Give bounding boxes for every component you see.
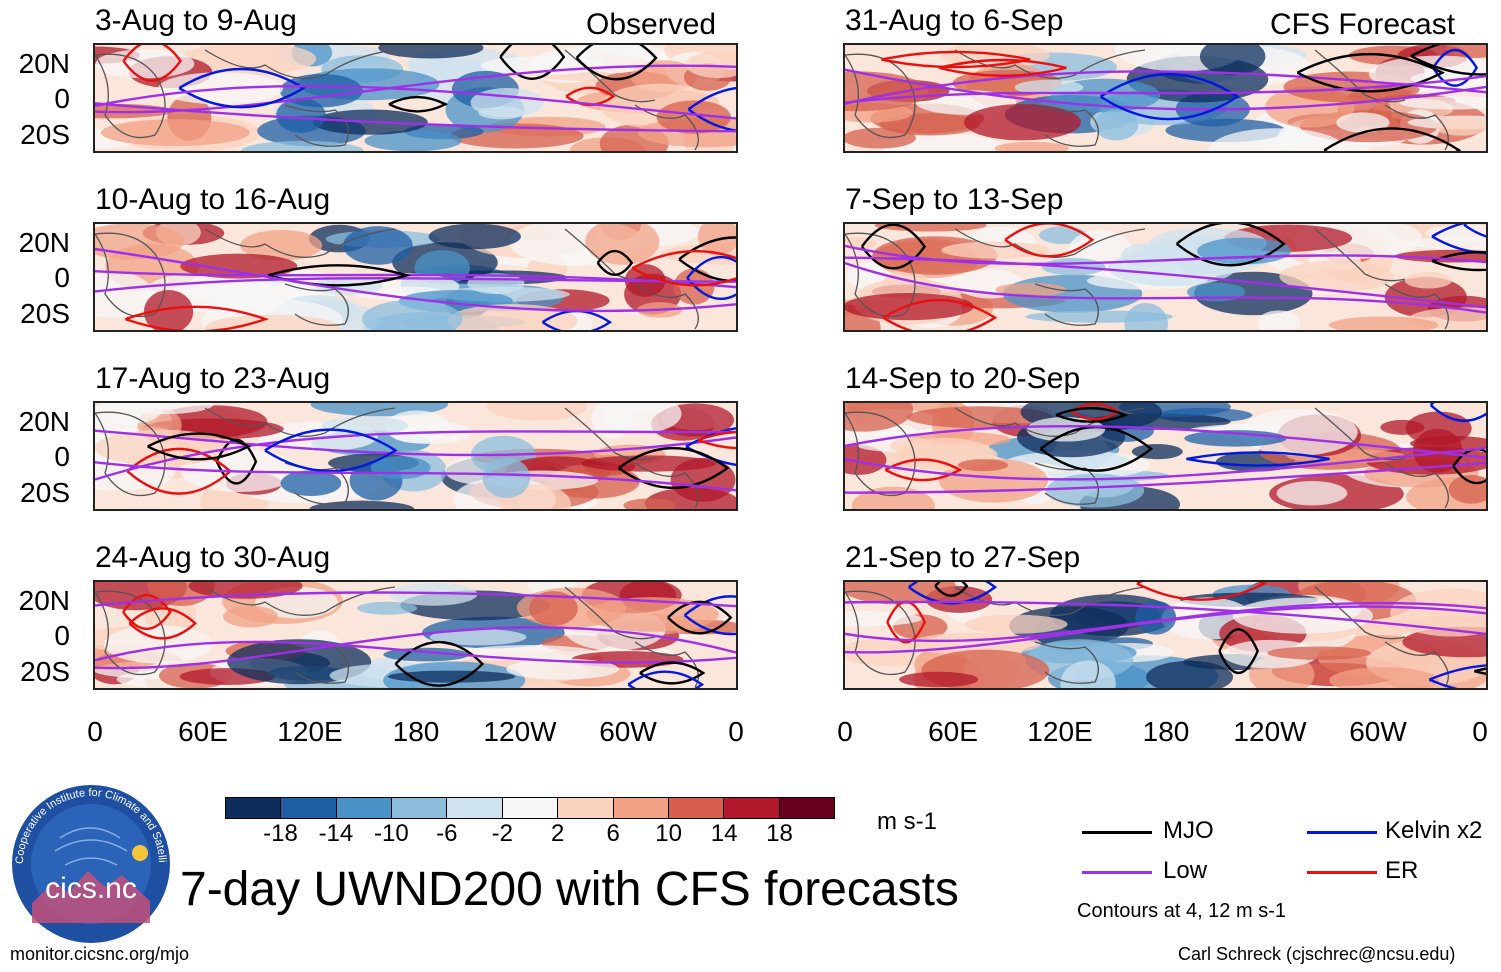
panel-title-right-4: 21-Sep to 27-Sep	[845, 541, 1081, 574]
panel-title-left-1: 3-Aug to 9-Aug	[95, 4, 297, 37]
legend-line-mjo	[1082, 831, 1152, 834]
lat-label-20n: 20N	[18, 227, 70, 258]
colorbar-swatch	[779, 798, 834, 818]
panel-title-right-2: 7-Sep to 13-Sep	[845, 183, 1064, 216]
lat-label-20s: 20S	[20, 298, 70, 329]
panel-title-left-4: 24-Aug to 30-Aug	[95, 541, 331, 574]
lon-label-360: 0	[728, 716, 744, 747]
colorbar-tick-label: -2	[491, 820, 513, 847]
colorbar-tick-label: -14	[318, 820, 354, 847]
lon-label-180: 180	[1142, 716, 1190, 747]
colorbar-tick-label: 10	[655, 820, 682, 847]
lon-label-0: 0	[837, 716, 853, 747]
lon-label-60e: 60E	[178, 716, 228, 747]
colorbar-tick-label: -6	[436, 820, 458, 847]
colorbar-swatch	[613, 798, 669, 818]
panel-title-right-1: 31-Aug to 6-Sep	[845, 4, 1064, 37]
lat-label-20n: 20N	[18, 406, 70, 437]
map-panel-forecast-4	[843, 580, 1488, 690]
panel-title-left-3: 17-Aug to 23-Aug	[95, 362, 331, 395]
lon-label-120w: 120W	[1233, 716, 1307, 747]
colorbar-tick-label: -18	[263, 820, 298, 847]
panel-title-right-3: 14-Sep to 20-Sep	[845, 362, 1081, 395]
lon-label-120w: 120W	[483, 716, 557, 747]
colorbar-swatch	[226, 798, 282, 818]
map-panel-forecast-2	[843, 222, 1488, 332]
legend-label-mjo: MJO	[1163, 817, 1214, 844]
colorbar-tick-label: 6	[606, 820, 620, 847]
colorbar-swatch	[502, 798, 559, 818]
lat-label-20n: 20N	[18, 48, 70, 79]
colorbar-swatch	[392, 798, 448, 818]
lon-label-60w: 60W	[599, 716, 657, 747]
lon-label-60e: 60E	[928, 716, 978, 747]
map-panel-observed-2	[93, 222, 738, 332]
legend-label-er: ER	[1385, 857, 1419, 884]
panel-title-left-2: 10-Aug to 16-Aug	[95, 183, 331, 216]
lon-label-180: 180	[392, 716, 440, 747]
colorbar-swatch	[447, 798, 503, 818]
colorbar-ticks: -18 -14 -10 -6 -2 2 6 10 14 18	[225, 820, 835, 850]
lat-label-20s: 20S	[20, 119, 70, 150]
main-title: 7-day UWND200 with CFS forecasts	[180, 863, 959, 916]
colorbar-units: m s-1	[877, 808, 937, 835]
lat-label-20s: 20S	[20, 656, 70, 687]
forecast-label: CFS Forecast	[1270, 8, 1456, 41]
colorbar-tick-label: 14	[710, 820, 738, 847]
colorbar-tick-label: 18	[766, 820, 793, 847]
lon-label-120e: 120E	[277, 716, 343, 747]
lon-label-120e: 120E	[1027, 716, 1093, 747]
colorbar-tick-label: -10	[374, 820, 409, 847]
logo-text: cics.nc	[45, 872, 137, 905]
map-panel-forecast-1	[843, 43, 1488, 153]
lat-label-20n: 20N	[18, 585, 70, 616]
lat-label-eq: 0	[54, 620, 70, 651]
observed-label: Observed	[586, 8, 717, 41]
legend-line-er	[1307, 871, 1377, 874]
legend-line-low	[1082, 871, 1152, 874]
lat-label-eq: 0	[54, 262, 70, 293]
colorbar	[225, 797, 835, 819]
lat-label-20s: 20S	[20, 477, 70, 508]
legend-label-low: Low	[1163, 857, 1208, 884]
legend-label-kelvin: Kelvin x2	[1385, 817, 1483, 844]
colorbar-swatch	[724, 798, 780, 818]
colorbar-swatch	[336, 798, 393, 818]
lat-label-eq: 0	[54, 441, 70, 472]
legend-note: Contours at 4, 12 m s-1	[1077, 900, 1286, 922]
lon-label-60w: 60W	[1349, 716, 1407, 747]
cics-logo: Cooperative Institute for Climate and Sa…	[7, 774, 172, 945]
colorbar-swatch	[668, 798, 725, 818]
lon-label-360: 0	[1472, 716, 1488, 747]
lon-label-0: 0	[87, 716, 103, 747]
lat-label-eq: 0	[54, 83, 70, 114]
map-panel-observed-1	[93, 43, 738, 153]
map-panel-forecast-3	[843, 401, 1488, 511]
footer-credit: Carl Schreck (cjschrec@ncsu.edu)	[1178, 944, 1456, 964]
map-panel-observed-4	[93, 580, 738, 690]
colorbar-swatch	[281, 798, 337, 818]
colorbar-swatch	[558, 798, 614, 818]
map-panel-observed-3	[93, 401, 738, 511]
colorbar-tick-label: 2	[551, 820, 565, 847]
footer-url: monitor.cicsnc.org/mjo	[10, 944, 190, 964]
legend-line-kelvin	[1307, 831, 1377, 834]
